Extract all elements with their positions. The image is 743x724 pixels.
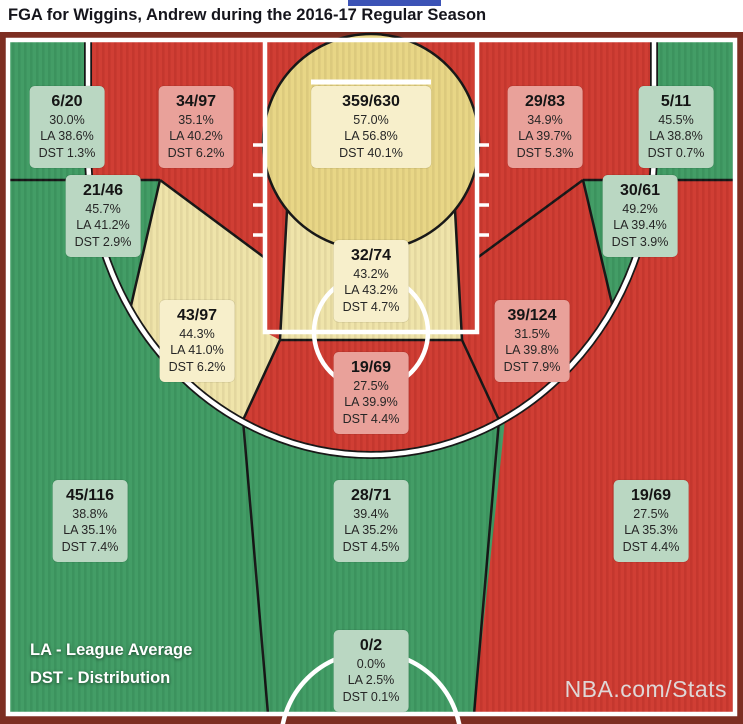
zone-pct: 45.7%: [85, 202, 121, 217]
zone-label-right-corner-3: 5/11 45.5% LA 38.8% DST 0.7%: [638, 86, 714, 168]
zone-label-center-mid: 19/69 27.5% LA 39.9% DST 4.4%: [333, 352, 409, 434]
zone-fraction: 32/74: [350, 247, 392, 264]
zone-dst: DST 40.1%: [339, 145, 403, 160]
zone-fraction: 34/97: [175, 93, 217, 110]
zone-fraction: 5/11: [660, 93, 692, 110]
zone-la: LA 39.4%: [613, 218, 667, 233]
zone-label-left-center-mid: 43/97 44.3% LA 41.0% DST 6.2%: [159, 300, 235, 382]
zone-pct: 43.2%: [353, 267, 389, 282]
zone-pct: 0.0%: [356, 657, 386, 672]
page-title: FGA for Wiggins, Andrew during the 2016-…: [8, 6, 487, 24]
three-point-line: [85, 40, 657, 458]
zone-la: LA 39.9%: [344, 395, 398, 410]
zone-fraction: 19/69: [630, 487, 672, 504]
zone-la: LA 39.8%: [505, 343, 559, 358]
zone-pct: 39.4%: [353, 507, 389, 522]
zone-label-center-above-break-3: 28/71 39.4% LA 35.2% DST 4.5%: [333, 480, 409, 562]
zone-dst: DST 4.4%: [622, 539, 680, 554]
zone-label-left-above-break-3: 45/116 38.8% LA 35.1% DST 7.4%: [52, 480, 128, 562]
zone-pct: 38.8%: [72, 507, 108, 522]
zone-dst: DST 6.2%: [167, 145, 225, 160]
zone-dst: DST 4.5%: [342, 539, 400, 554]
zone-fraction: 6/20: [51, 93, 83, 110]
zone-la: LA 2.5%: [347, 673, 395, 688]
zone-dst: DST 2.9%: [74, 234, 132, 249]
zone-la: LA 39.7%: [518, 129, 572, 144]
zone-label-backcourt: 0/2 0.0% LA 2.5% DST 0.1%: [333, 630, 409, 712]
zone-fraction: 19/69: [350, 359, 392, 376]
zone-la: LA 56.8%: [344, 129, 398, 144]
zone-pct: 34.9%: [527, 113, 563, 128]
zone-la: LA 41.0%: [170, 343, 224, 358]
zone-la: LA 41.2%: [76, 218, 130, 233]
lane-hash-marks: [253, 143, 489, 237]
zone-la: LA 35.2%: [344, 523, 398, 538]
zone-label-right-center-mid: 39/124 31.5% LA 39.8% DST 7.9%: [494, 300, 570, 382]
zone-pct: 35.1%: [178, 113, 214, 128]
zone-label-right-side-mid: 30/61 49.2% LA 39.4% DST 3.9%: [602, 175, 678, 257]
zone-fraction: 28/71: [350, 487, 392, 504]
zone-label-left-corner-3: 6/20 30.0% LA 38.6% DST 1.3%: [29, 86, 105, 168]
zone-dst: DST 4.7%: [342, 299, 400, 314]
zone-pct: 57.0%: [353, 113, 389, 128]
zone-fraction: 21/46: [82, 182, 124, 199]
zone-fraction: 45/116: [65, 487, 115, 504]
top-blue-fragment: [348, 0, 441, 6]
zone-la: LA 38.6%: [40, 129, 94, 144]
zone-fraction: 359/630: [342, 93, 400, 110]
zone-pct: 45.5%: [658, 113, 694, 128]
zone-pct: 27.5%: [353, 379, 389, 394]
zone-dst: DST 3.9%: [611, 234, 669, 249]
zone-label-right-above-break-3: 19/69 27.5% LA 35.3% DST 4.4%: [613, 480, 689, 562]
zone-dst: DST 4.4%: [342, 411, 400, 426]
zone-pct: 27.5%: [633, 507, 669, 522]
zone-dst: DST 0.1%: [342, 689, 400, 704]
zone-dst: DST 0.7%: [647, 145, 705, 160]
zone-dst: DST 7.9%: [503, 359, 561, 374]
zone-fraction: 0/2: [359, 637, 383, 654]
zone-pct: 44.3%: [179, 327, 215, 342]
zone-pct: 30.0%: [49, 113, 85, 128]
zone-fraction: 39/124: [507, 307, 557, 324]
title-bar: FGA for Wiggins, Andrew during the 2016-…: [0, 0, 743, 32]
zone-label-restricted-area: 359/630 57.0% LA 56.8% DST 40.1%: [311, 86, 431, 168]
zone-dst: DST 6.2%: [168, 359, 226, 374]
watermark: NBA.com/Stats: [564, 676, 727, 702]
zone-dst: DST 5.3%: [516, 145, 574, 160]
court-boundary-line: [5, 37, 738, 717]
zone-label-paint-non-ra: 32/74 43.2% LA 43.2% DST 4.7%: [333, 240, 409, 322]
zone-label-right-baseline-mid: 29/83 34.9% LA 39.7% DST 5.3%: [507, 86, 583, 168]
zone-label-left-side-mid: 21/46 45.7% LA 41.2% DST 2.9%: [65, 175, 141, 257]
zone-fraction: 29/83: [524, 93, 566, 110]
zone-pct: 49.2%: [622, 202, 658, 217]
zone-dst: DST 7.4%: [61, 539, 119, 554]
zone-dst: DST 1.3%: [38, 145, 96, 160]
zone-fraction: 43/97: [176, 307, 218, 324]
zone-fraction: 30/61: [619, 182, 661, 199]
zone-la: LA 38.8%: [649, 129, 703, 144]
legend-league-average: LA - League Average: [30, 641, 193, 659]
paint-lines: [262, 40, 480, 335]
zone-la: LA 35.3%: [624, 523, 678, 538]
legend-distribution: DST - Distribution: [30, 669, 171, 687]
zone-label-left-baseline-mid: 34/97 35.1% LA 40.2% DST 6.2%: [158, 86, 234, 168]
zone-la: LA 35.1%: [63, 523, 117, 538]
zone-la: LA 40.2%: [169, 129, 223, 144]
zone-la: LA 43.2%: [344, 283, 398, 298]
zone-pct: 31.5%: [514, 327, 550, 342]
